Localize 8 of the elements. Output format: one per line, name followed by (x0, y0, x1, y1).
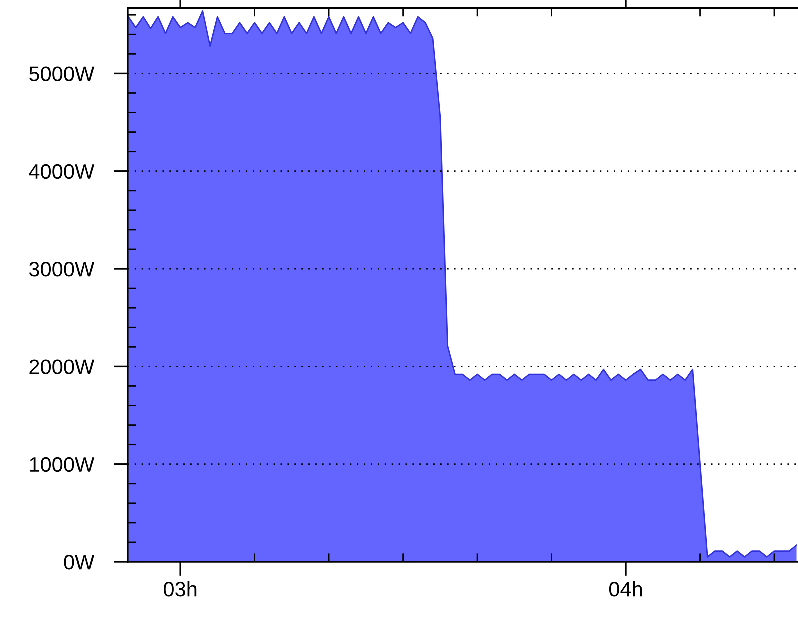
x-tick-label: 03h (164, 581, 197, 597)
y-tick-label: 5000W (29, 66, 95, 82)
y-tick-label: 2000W (30, 360, 95, 374)
y-tick-label: 3000W (29, 262, 95, 277)
x-tick-label: 04h (609, 581, 642, 597)
y-tick-label: 1000W (30, 457, 95, 472)
y-tick-label: 0W (64, 555, 95, 570)
y-tick-label: 4000W (29, 164, 95, 180)
